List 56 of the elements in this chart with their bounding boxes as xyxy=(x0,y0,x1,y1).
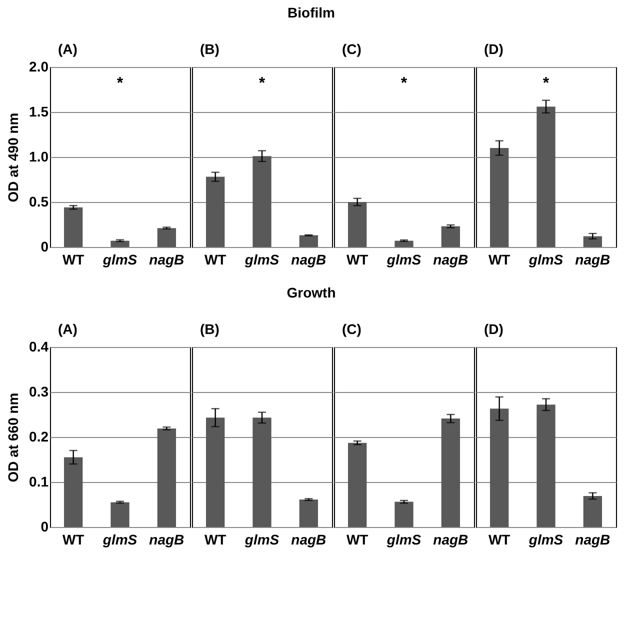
bar xyxy=(157,228,176,247)
x-tick-label: glmS xyxy=(102,252,138,268)
x-tick-label: WT xyxy=(62,252,85,268)
y-tick-label: 0.5 xyxy=(29,194,49,210)
text: Growth xyxy=(286,284,336,300)
x-tick-label: WT xyxy=(346,532,369,548)
x-tick-label: glmS xyxy=(386,532,422,548)
x-tick-label: nagB xyxy=(433,532,468,548)
x-tick-label: WT xyxy=(488,532,511,548)
y-tick-label: 0 xyxy=(40,518,49,534)
chart-title: (D) xyxy=(484,321,504,337)
x-tick-label: WT xyxy=(62,532,85,548)
x-tick-label: nagB xyxy=(149,252,184,268)
x-tick-label: glmS xyxy=(244,252,280,268)
bar xyxy=(64,457,83,527)
annotation: * xyxy=(116,75,124,92)
bar xyxy=(64,207,83,247)
chart-title: (B) xyxy=(200,321,220,337)
chart-title: (D) xyxy=(484,41,504,57)
y-tick-label: 0.2 xyxy=(29,428,49,444)
annotation: * xyxy=(258,75,266,92)
x-tick-label: WT xyxy=(204,252,227,268)
y-axis-title: OD at 490 nm xyxy=(5,112,22,202)
chart-title: (A) xyxy=(58,321,78,337)
y-tick-label: 1.5 xyxy=(29,104,49,120)
x-tick-label: glmS xyxy=(244,532,280,548)
y-tick-label: 0.3 xyxy=(29,384,49,400)
annotation: * xyxy=(542,75,550,92)
y-tick-label: 2.0 xyxy=(29,58,49,74)
chart-title: (C) xyxy=(342,321,362,337)
x-tick-label: glmS xyxy=(386,252,422,268)
x-tick-label: WT xyxy=(204,532,227,548)
x-tick-label: WT xyxy=(346,252,369,268)
bar xyxy=(157,428,176,527)
x-tick-label: glmS xyxy=(102,532,138,548)
x-tick-label: glmS xyxy=(528,252,564,268)
chart-title: (B) xyxy=(200,41,220,57)
y-tick-label: 0.1 xyxy=(29,474,49,490)
x-tick-label: nagB xyxy=(291,532,326,548)
y-axis-title: OD at 660 nm xyxy=(5,392,22,482)
x-tick-label: nagB xyxy=(433,252,468,268)
y-tick-label: 0.4 xyxy=(29,338,49,354)
chart-title: (C) xyxy=(342,41,362,57)
x-tick-label: WT xyxy=(488,252,511,268)
bar xyxy=(110,502,130,527)
y-tick-label: 1.0 xyxy=(29,148,49,164)
text: Biofilm xyxy=(288,4,335,20)
x-tick-label: nagB xyxy=(291,252,326,268)
bar xyxy=(110,240,130,247)
x-tick-label: glmS xyxy=(528,532,564,548)
x-tick-label: nagB xyxy=(149,532,184,548)
annotation: * xyxy=(400,75,408,92)
y-tick-label: 0 xyxy=(40,238,49,254)
x-tick-label: nagB xyxy=(575,252,610,268)
x-tick-label: nagB xyxy=(575,532,610,548)
chart-title: (A) xyxy=(58,41,78,57)
